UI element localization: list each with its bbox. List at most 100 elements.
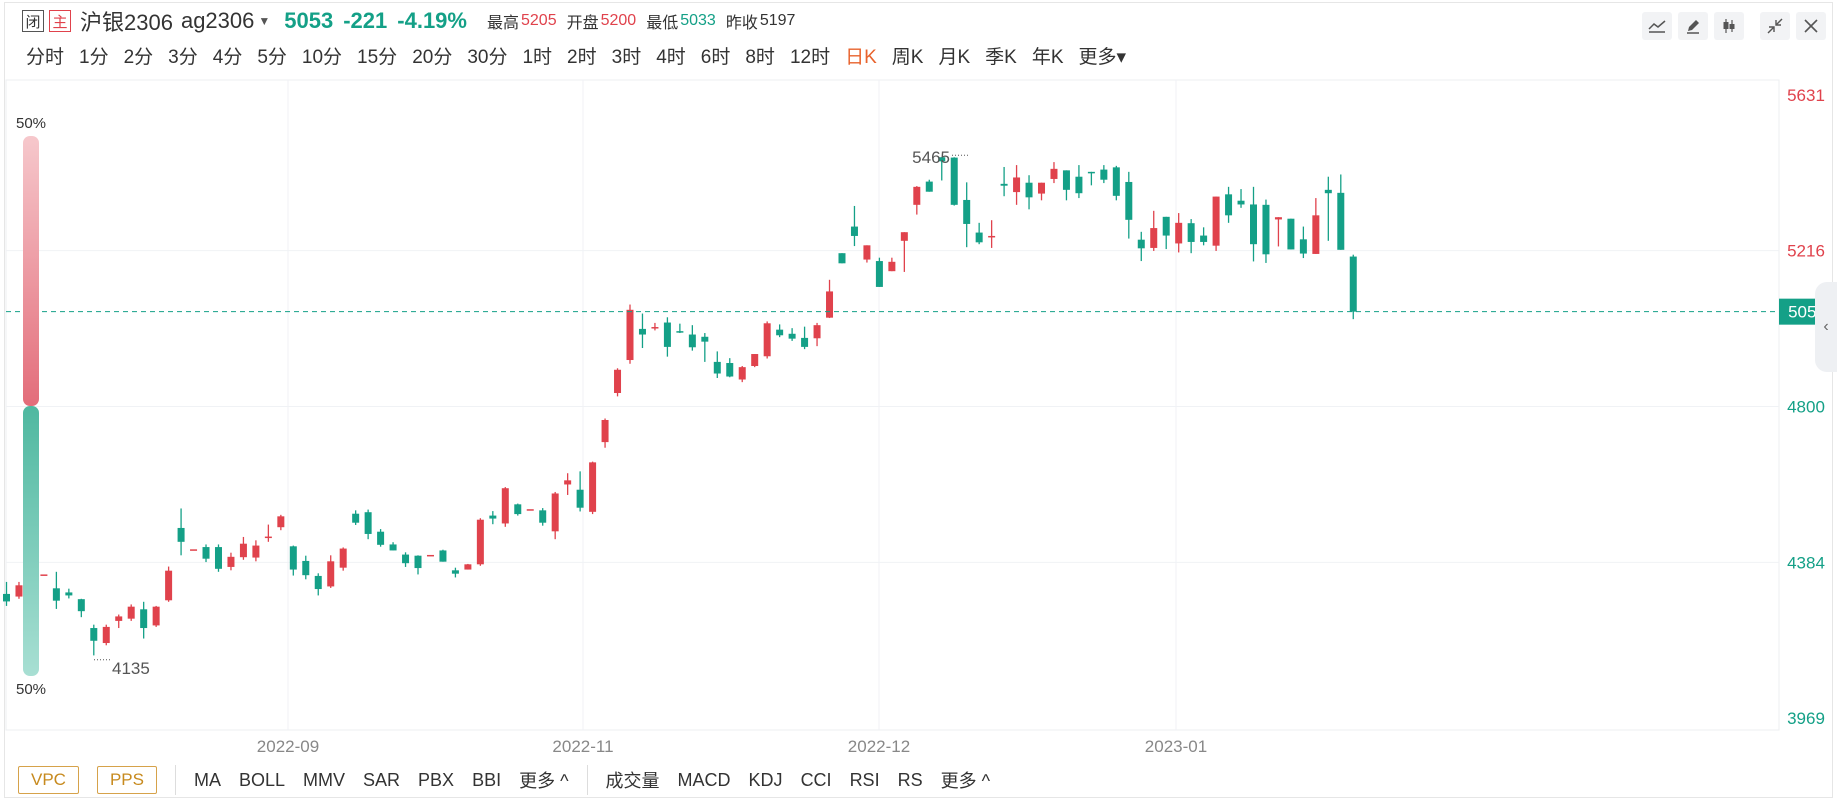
- y-tick-label: 5631: [1787, 86, 1825, 105]
- period-tab[interactable]: 月K: [938, 47, 971, 68]
- period-tab[interactable]: 更多▾: [1078, 47, 1127, 68]
- period-tab[interactable]: 5分: [257, 47, 287, 68]
- period-tab[interactable]: 1时: [522, 47, 553, 68]
- period-tabs: 分时 1分 2分 3分 4分 5分 10分 15分 20分 30分 1时 2时 3时 4时 6时 8时 12时日…: [26, 42, 1141, 69]
- indicator-sar[interactable]: SAR: [363, 769, 401, 790]
- y-tick-label: 4384: [1787, 553, 1825, 572]
- candle-body: [1050, 168, 1058, 179]
- indicator-rs[interactable]: RS: [897, 769, 923, 790]
- candle-body: [801, 337, 809, 347]
- candle-body: [589, 462, 597, 512]
- candle-body: [551, 493, 559, 532]
- candle-body: [1187, 223, 1195, 242]
- candle-body: [1337, 192, 1345, 250]
- candle-body: [1262, 204, 1270, 255]
- candle-body: [3, 593, 10, 602]
- indicator-pbx[interactable]: PBX: [418, 769, 455, 790]
- candle-body: [1025, 182, 1033, 198]
- stat-label-low: 最低: [646, 15, 679, 32]
- candle-body: [40, 574, 48, 576]
- period-tab[interactable]: 日K: [845, 47, 877, 68]
- period-tab[interactable]: 30分: [467, 47, 508, 68]
- period-tab[interactable]: 3分: [168, 47, 198, 68]
- period-tab[interactable]: 年K: [1031, 47, 1064, 68]
- candle-body: [165, 570, 173, 601]
- chart-frame: [4, 2, 1833, 798]
- candle-body: [115, 616, 123, 621]
- stat-value-high: 5205: [521, 12, 557, 29]
- indicator-boll[interactable]: BOLL: [239, 769, 286, 790]
- candle-body: [190, 549, 198, 551]
- candle-body: [476, 519, 484, 565]
- candle-body: [414, 555, 422, 569]
- contract-code[interactable]: ag2306: [180, 8, 255, 33]
- candle-style-icon[interactable]: [1714, 12, 1744, 40]
- candle-body: [489, 515, 497, 519]
- candle-body: [701, 336, 709, 342]
- sub-more-button[interactable]: 更多 ^: [940, 771, 991, 791]
- period-tab[interactable]: 10分: [301, 47, 343, 68]
- candle-body: [1062, 170, 1070, 190]
- candle-body: [938, 157, 946, 162]
- chevron-left-icon[interactable]: ‹: [1815, 282, 1837, 372]
- candle-body: [875, 261, 883, 287]
- candle-body: [564, 480, 572, 485]
- candle-body: [377, 531, 385, 545]
- candle-body: [289, 546, 297, 570]
- candle-body: [302, 560, 310, 576]
- draw-toolbar: [1636, 12, 1826, 40]
- period-tab[interactable]: 季K: [985, 47, 1017, 68]
- x-tick-label: 2022-11: [552, 737, 613, 756]
- main-more-button[interactable]: 更多 ^: [519, 771, 569, 791]
- candle-body: [402, 554, 410, 564]
- period-tab[interactable]: 3时: [611, 47, 642, 68]
- indicator-mmv[interactable]: MMV: [303, 769, 346, 790]
- period-tab[interactable]: 12时: [789, 47, 831, 68]
- indicator-kdj[interactable]: KDJ: [748, 769, 783, 790]
- pen-icon[interactable]: [1678, 12, 1708, 40]
- price-change-pct: -4.19%: [397, 8, 467, 33]
- candle-body: [676, 331, 684, 333]
- candle-body: [651, 327, 659, 329]
- period-tab[interactable]: 8时: [745, 47, 775, 68]
- stat-label-prev-close: 昨收: [725, 15, 758, 32]
- candle-body: [1137, 239, 1145, 249]
- candle-body: [913, 186, 921, 205]
- period-tab[interactable]: 周K: [891, 47, 924, 68]
- bear-gauge-bar: [23, 406, 39, 676]
- candle-body: [352, 513, 360, 523]
- quote-header: 闭 主 沪银2306 ag2306 ▼ 5053 -221 -4.19% 最高 …: [22, 6, 795, 36]
- candle-body: [1299, 239, 1307, 254]
- close-icon[interactable]: [1796, 12, 1826, 40]
- pps-button[interactable]: PPS: [96, 766, 157, 794]
- period-tab[interactable]: 4分: [212, 47, 243, 68]
- candle-body: [1250, 204, 1257, 245]
- indicator-ma[interactable]: MA: [194, 769, 221, 790]
- indicator-cci[interactable]: CCI: [800, 769, 832, 790]
- vpc-button[interactable]: VPC: [18, 766, 79, 794]
- period-tab[interactable]: 2时: [567, 47, 597, 68]
- period-tab[interactable]: 20分: [412, 47, 453, 68]
- candle-body: [838, 253, 846, 264]
- period-tab[interactable]: 4时: [656, 47, 686, 68]
- line-tool-icon[interactable]: [1642, 12, 1672, 40]
- candle-body: [514, 504, 522, 515]
- candle-body: [127, 606, 135, 619]
- candle-body: [1000, 183, 1008, 186]
- chevron-down-icon[interactable]: ▼: [258, 14, 271, 28]
- period-tab[interactable]: 15分: [357, 47, 398, 68]
- candle-body: [726, 363, 734, 377]
- y-tick-label: 3969: [1787, 709, 1825, 728]
- shrink-icon[interactable]: [1760, 12, 1790, 40]
- indicator-volume[interactable]: 成交量: [605, 771, 660, 791]
- period-tab[interactable]: 分时: [26, 47, 65, 68]
- period-tab[interactable]: 6时: [700, 47, 731, 68]
- period-tab[interactable]: 2分: [123, 47, 154, 68]
- candle-body: [202, 547, 210, 559]
- candle-body: [102, 626, 110, 644]
- indicator-rsi[interactable]: RSI: [849, 769, 880, 790]
- indicator-bbi[interactable]: BBI: [472, 769, 502, 790]
- period-tab[interactable]: 1分: [79, 47, 109, 68]
- indicator-macd[interactable]: MACD: [677, 769, 731, 790]
